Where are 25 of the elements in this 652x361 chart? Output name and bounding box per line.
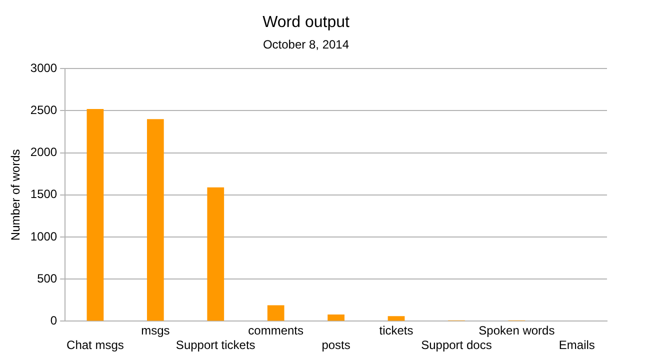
bar bbox=[388, 316, 405, 321]
y-tick-label: 2500 bbox=[30, 103, 58, 118]
x-tick-label: Support tickets bbox=[176, 338, 256, 352]
y-tick-label: 1000 bbox=[30, 229, 58, 244]
y-tick-label: 3000 bbox=[30, 60, 58, 75]
bar bbox=[267, 305, 284, 321]
x-tick-label: comments bbox=[248, 324, 304, 338]
bar bbox=[146, 119, 164, 321]
x-tick-label: Support docs bbox=[421, 338, 492, 352]
x-tick-label: msgs bbox=[141, 324, 170, 338]
y-tick-label: 500 bbox=[37, 271, 58, 286]
x-tick-label: Spoken words bbox=[478, 324, 555, 338]
bar bbox=[86, 109, 104, 321]
x-tick-label: posts bbox=[322, 338, 350, 352]
y-tick-label: 1500 bbox=[30, 187, 58, 202]
chart-subtitle: October 8, 2014 bbox=[262, 38, 350, 52]
bar bbox=[207, 187, 224, 321]
y-axis-title: Number of words bbox=[8, 149, 23, 241]
bar bbox=[328, 314, 344, 321]
y-tick-label: 0 bbox=[50, 314, 58, 328]
chart-title: Word output bbox=[262, 14, 350, 32]
x-tick-label: Emails bbox=[558, 338, 595, 352]
x-tick-label: tickets bbox=[379, 324, 414, 338]
y-tick-label: 2000 bbox=[30, 145, 58, 160]
x-tick-label: Chat msgs bbox=[66, 338, 124, 352]
